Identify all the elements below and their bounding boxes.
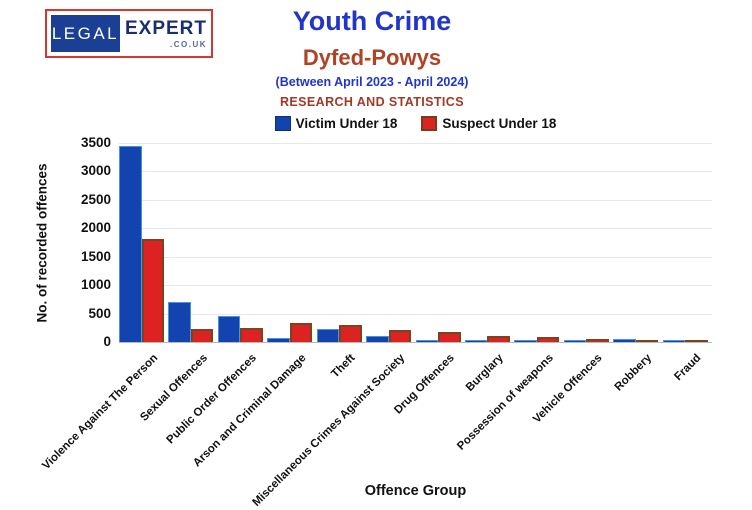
bar-group-2 xyxy=(168,302,217,342)
gridline-3500 xyxy=(119,143,712,144)
bar-victim-6 xyxy=(366,336,389,342)
date-range-label: (Between April 2023 - April 2024) xyxy=(275,75,469,89)
y-tick-label-3500: 3500 xyxy=(80,135,111,150)
bar-suspect-8 xyxy=(487,336,510,342)
bar-group-5 xyxy=(316,324,366,342)
page-subtitle: Dyfed-Powys xyxy=(302,45,442,70)
page-title: Youth Crime xyxy=(292,6,452,36)
bar-victim-2 xyxy=(168,302,191,342)
bar-victim-3 xyxy=(217,315,241,342)
gridline-500 xyxy=(119,313,712,315)
bar-suspect-10 xyxy=(586,338,609,342)
bar-victim-7 xyxy=(415,340,438,342)
bar-victim-4 xyxy=(267,338,290,342)
y-tick-label-2000: 2000 xyxy=(80,220,111,236)
logo-right-block: EXPERT .CO.UK xyxy=(125,19,207,49)
bar-victim-12 xyxy=(662,340,686,342)
bar-suspect-4 xyxy=(289,323,313,342)
y-tick-label-2500: 2500 xyxy=(80,191,111,207)
gridline-1000 xyxy=(119,285,712,287)
y-tick-label-0: 0 xyxy=(103,334,111,349)
gridline-2500 xyxy=(119,199,712,201)
chart-header: Youth Crime Dyfed-Powys (Between April 2… xyxy=(242,6,502,109)
bar-victim-1 xyxy=(119,146,142,342)
bar-suspect-1 xyxy=(141,238,164,342)
x-axis-title: Offence Group xyxy=(364,483,467,499)
gridline-2000 xyxy=(119,228,712,230)
bar-group-7 xyxy=(415,331,465,342)
victim-legend-swatch xyxy=(274,116,291,131)
bar-group-1 xyxy=(119,146,168,342)
y-axis-title: No. of recorded offences xyxy=(34,162,50,323)
legend-item-suspect: Suspect Under 18 xyxy=(421,116,556,131)
bar-victim-11 xyxy=(613,339,636,342)
bar-group-8 xyxy=(464,336,514,342)
y-tick-label-500: 500 xyxy=(88,305,111,321)
x-tick-label-5: Theft xyxy=(329,352,358,381)
bar-victim-10 xyxy=(563,340,587,342)
x-tick-label-11: Robbery xyxy=(612,352,655,394)
bar-group-10 xyxy=(563,338,613,342)
x-tick-label-3: Public Order Offences xyxy=(164,352,260,447)
bar-victim-5 xyxy=(316,328,340,342)
gridline-3000 xyxy=(119,171,712,173)
bar-suspect-9 xyxy=(536,336,560,342)
bar-suspect-3 xyxy=(240,327,263,342)
bar-suspect-6 xyxy=(388,329,412,342)
bar-group-3 xyxy=(217,315,267,342)
bar-group-4 xyxy=(267,323,316,342)
research-tagline: RESEARCH AND STATISTICS xyxy=(280,95,464,109)
bar-group-11 xyxy=(613,339,662,342)
logo-couk-text: .CO.UK xyxy=(170,39,207,49)
bar-suspect-12 xyxy=(685,340,708,342)
x-tick-label-9: Possession of weapons xyxy=(454,352,556,453)
legal-expert-logo: LEGAL EXPERT .CO.UK xyxy=(45,9,213,58)
bar-group-6 xyxy=(366,329,415,342)
bar-suspect-11 xyxy=(635,340,659,342)
bar-victim-8 xyxy=(464,340,488,342)
y-tick-label-1500: 1500 xyxy=(80,248,111,264)
x-tick-label-12: Fraud xyxy=(672,352,704,384)
legend-item-victim: Victim Under 18 xyxy=(274,116,398,131)
bar-group-9 xyxy=(514,336,563,342)
suspect-legend-swatch xyxy=(421,116,438,131)
y-tick-label-1000: 1000 xyxy=(80,277,111,293)
suspect-legend-label: Suspect Under 18 xyxy=(442,116,557,131)
gridline-1500 xyxy=(119,256,712,258)
bar-suspect-2 xyxy=(190,328,214,342)
plot-area: 0 500 1000 1500 2000 2500 3000 3500 Violence Aga… xyxy=(40,135,712,509)
victim-legend-label: Victim Under 18 xyxy=(295,116,398,131)
bar-group-12 xyxy=(662,340,712,342)
chart-legend: Victim Under 18 Suspect Under 18 xyxy=(119,116,712,131)
bar-suspect-5 xyxy=(339,324,362,342)
logo-legal-text: LEGAL xyxy=(51,15,120,52)
logo-expert-text: EXPERT xyxy=(124,17,207,39)
x-tick-label-8: Burglary xyxy=(464,352,507,394)
bar-suspect-7 xyxy=(438,331,461,342)
y-tick-label-3000: 3000 xyxy=(80,163,111,179)
bar-victim-9 xyxy=(514,340,537,342)
